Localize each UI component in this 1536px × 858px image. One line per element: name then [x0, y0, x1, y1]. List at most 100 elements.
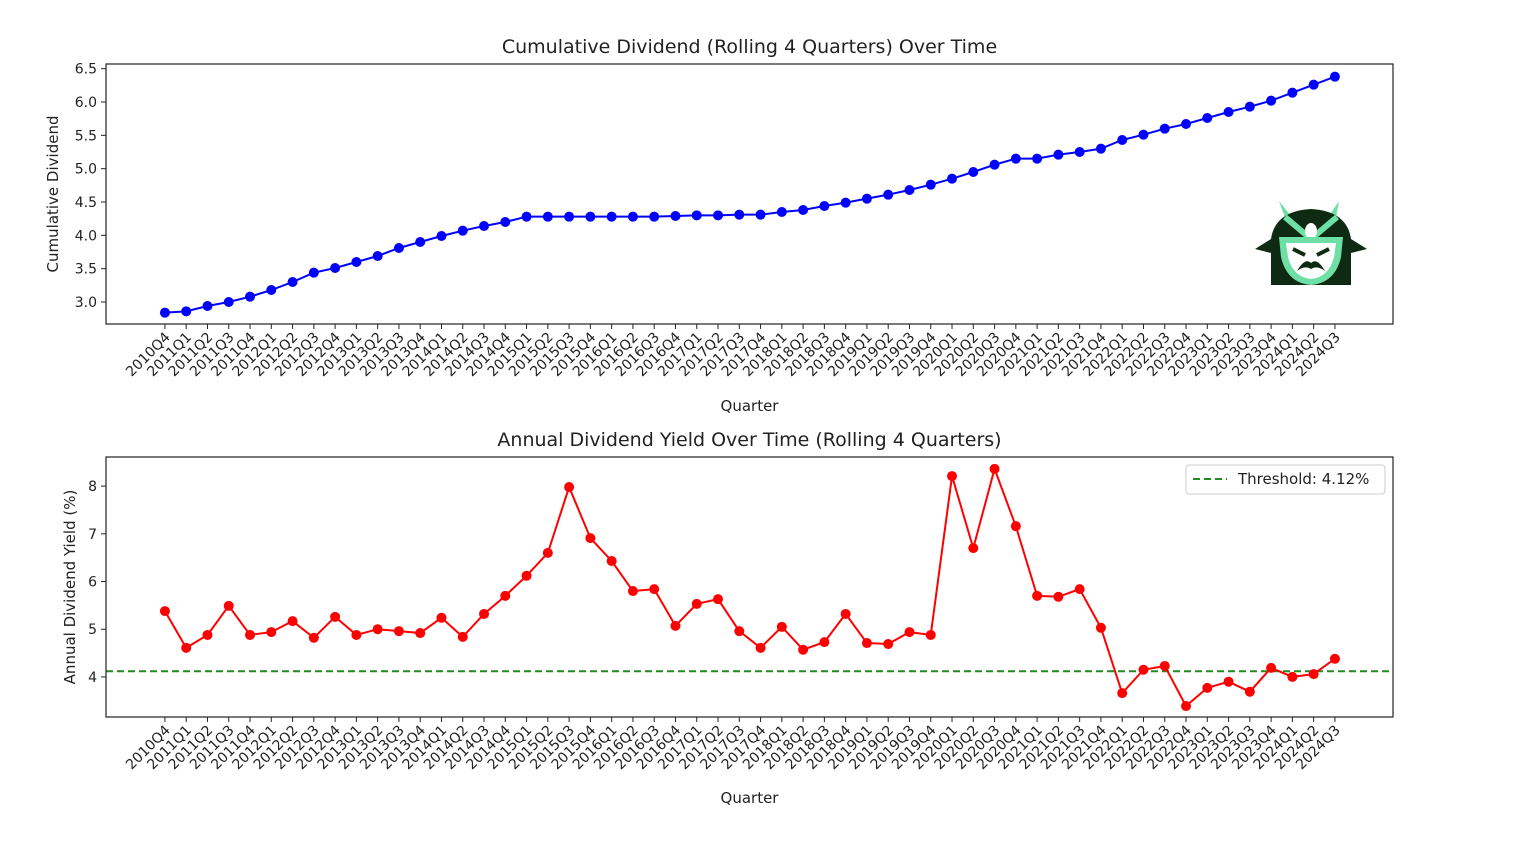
data-point: [1329, 71, 1340, 82]
data-point: [223, 297, 234, 307]
data-point: [734, 626, 745, 637]
data-point: [691, 598, 702, 609]
data-point: [393, 243, 404, 253]
data-point: [861, 638, 872, 649]
data-point: [159, 606, 170, 617]
data-point: [308, 267, 319, 278]
data-point: [606, 211, 617, 222]
data-point: [713, 210, 724, 221]
data-point: [457, 631, 468, 642]
data-point: [159, 307, 170, 318]
y-tick-label: 4.5: [75, 195, 97, 211]
data-point: [1266, 662, 1277, 673]
data-point: [330, 263, 341, 273]
data-point: [1329, 653, 1340, 664]
data-point: [947, 471, 958, 482]
dividend-yield-chart: Annual Dividend Yield Over Time (Rolling…: [61, 429, 1394, 807]
data-point: [1266, 95, 1277, 106]
data-point: [564, 211, 575, 222]
series-line: [164, 75, 1336, 314]
data-point: [1138, 129, 1149, 140]
data-point: [308, 632, 319, 643]
data-point: [989, 159, 1000, 170]
cumulative-dividend-chart: Cumulative Dividend (Rolling 4 Quarters)…: [44, 36, 1394, 415]
data-point: [351, 257, 362, 267]
data-point: [840, 197, 851, 208]
data-point: [564, 482, 575, 493]
data-point: [1244, 686, 1255, 697]
data-point: [883, 639, 894, 650]
y-tick-label: 5.0: [75, 162, 97, 178]
data-point: [1223, 676, 1234, 687]
data-point: [287, 616, 298, 627]
data-point: [457, 225, 468, 236]
y-tick-label: 4: [88, 670, 97, 686]
data-point: [649, 584, 660, 595]
y-axis-label: Cumulative Dividend: [44, 116, 62, 273]
data-point: [925, 629, 936, 640]
axes-frame: [105, 456, 1394, 718]
data-point: [819, 637, 830, 648]
data-point: [968, 543, 979, 554]
data-point: [1181, 701, 1192, 712]
data-point: [500, 590, 511, 601]
y-tick-label: 5: [88, 622, 97, 638]
data-point: [1223, 107, 1234, 117]
data-point: [1095, 622, 1106, 633]
data-point: [1032, 153, 1043, 164]
data-point: [734, 209, 745, 220]
data-point: [500, 217, 511, 227]
data-point: [521, 570, 532, 581]
data-point: [670, 211, 681, 221]
data-point: [202, 629, 213, 640]
data-point: [521, 211, 532, 222]
y-tick-label: 7: [88, 527, 97, 543]
data-point: [776, 207, 787, 217]
data-point: [479, 608, 490, 619]
data-point: [415, 237, 426, 247]
data-point: [1010, 521, 1021, 532]
data-point: [904, 627, 915, 638]
data-point: [1308, 79, 1319, 90]
data-point: [861, 193, 872, 204]
data-point: [1074, 584, 1085, 595]
data-point: [840, 608, 851, 619]
data-point: [947, 173, 958, 184]
chart-title: Annual Dividend Yield Over Time (Rolling…: [497, 429, 1001, 451]
data-point: [1138, 664, 1149, 675]
data-point: [1181, 119, 1192, 129]
data-point: [585, 211, 596, 222]
data-point: [798, 644, 809, 655]
data-point: [202, 301, 213, 311]
data-point: [883, 189, 894, 200]
data-point: [1308, 669, 1319, 680]
y-tick-label: 6.0: [75, 95, 97, 111]
y-tick-label: 6.5: [75, 62, 97, 78]
data-point: [1117, 135, 1128, 145]
data-point: [1159, 660, 1170, 671]
data-point: [1287, 87, 1298, 98]
data-point: [223, 600, 234, 611]
data-point: [1244, 101, 1255, 112]
data-point: [989, 463, 1000, 474]
data-point: [542, 547, 553, 558]
data-point: [1010, 153, 1021, 164]
x-axis-label: Quarter: [721, 397, 780, 415]
data-point: [1074, 147, 1085, 157]
data-point: [776, 621, 787, 632]
data-point: [798, 205, 809, 215]
y-tick-label: 5.5: [75, 128, 97, 144]
data-point: [245, 629, 256, 640]
legend-box: [1185, 464, 1386, 495]
y-tick-label: 3.5: [75, 262, 97, 278]
data-point: [925, 179, 936, 190]
data-point: [245, 291, 256, 302]
data-point: [649, 211, 660, 222]
data-point: [1095, 143, 1106, 154]
data-point: [904, 185, 915, 195]
samurai-helmet-icon: [1255, 201, 1367, 285]
data-point: [968, 167, 979, 177]
y-tick-label: 6: [88, 575, 97, 591]
data-point: [1053, 149, 1064, 160]
axes-frame: [105, 63, 1394, 325]
